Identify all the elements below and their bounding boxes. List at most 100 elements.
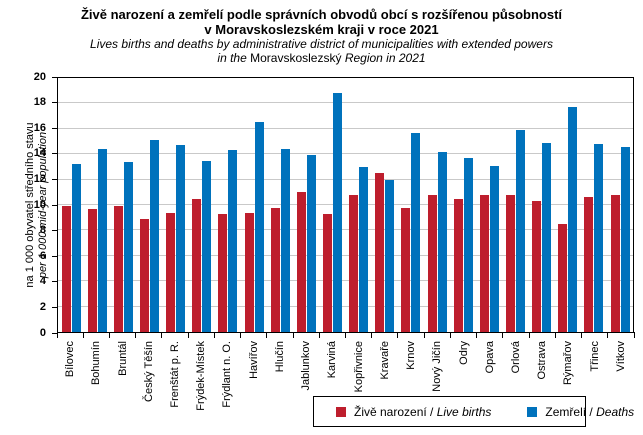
bar-group xyxy=(84,78,110,332)
x-axis-tick-mark xyxy=(397,332,399,338)
bar-deaths xyxy=(306,155,316,332)
bar-group xyxy=(319,78,345,332)
y-axis-tick-label: 4 xyxy=(39,275,46,288)
x-axis-tick-mark xyxy=(449,332,451,338)
x-axis-label: Kopřivnice xyxy=(352,341,365,393)
bar-live_births xyxy=(610,194,620,332)
x-axis-tick-mark xyxy=(161,332,163,338)
x-axis-label: Karviná xyxy=(326,341,339,379)
bar-group xyxy=(58,78,84,332)
y-axis-tick-label: 16 xyxy=(33,121,46,134)
x-axis-tick-mark xyxy=(240,332,242,338)
bar-deaths xyxy=(123,161,133,332)
legend-label-live-births: Živě narození / Live births xyxy=(354,405,491,419)
y-axis-tick-label: 8 xyxy=(39,224,46,237)
bar-deaths xyxy=(280,149,290,332)
bar-deaths xyxy=(176,145,186,332)
bar-deaths xyxy=(332,93,342,332)
y-axis-tick-mark xyxy=(52,153,57,155)
x-axis-label: Rýmařov xyxy=(562,341,575,386)
y-axis-tick-mark xyxy=(52,306,57,308)
bar-deaths xyxy=(620,146,630,332)
y-axis-tick-mark xyxy=(52,76,57,78)
bar-live_births xyxy=(505,194,515,332)
x-axis-tick-mark xyxy=(607,332,609,338)
bar-deaths xyxy=(71,164,81,332)
y-axis-tick-mark xyxy=(52,127,57,129)
bar-deaths xyxy=(568,107,578,332)
x-axis-tick-mark xyxy=(213,332,215,338)
bar-live_births xyxy=(192,198,202,332)
bar-live_births xyxy=(270,207,280,332)
bar-live_births xyxy=(375,173,385,332)
legend-separator: / xyxy=(426,404,437,419)
bar-group xyxy=(476,78,502,332)
legend-label-deaths: Zemřelí / Deaths xyxy=(545,405,634,419)
bar-group xyxy=(189,78,215,332)
x-axis-tick-mark xyxy=(633,332,635,338)
x-axis-label: Havířov xyxy=(247,341,260,379)
x-axis-tick-mark xyxy=(423,332,425,338)
gridline xyxy=(58,280,633,282)
bar-live_births xyxy=(479,194,489,332)
bar-live_births xyxy=(218,213,228,332)
x-axis-label: Nový Jičín xyxy=(431,341,444,392)
gridline xyxy=(58,254,633,256)
bar-deaths xyxy=(437,151,447,332)
bar-deaths xyxy=(202,160,212,332)
x-axis-label: Bruntál xyxy=(116,341,129,376)
chart-title: Živě narození a zemřelí podle správních … xyxy=(0,7,643,65)
bar-deaths xyxy=(359,166,369,332)
y-axis-tick-label: 2 xyxy=(39,300,46,313)
bar-group xyxy=(502,78,528,332)
y-axis-tick-label: 6 xyxy=(39,249,46,262)
y-axis-tick-label: 12 xyxy=(33,172,46,185)
subtitle-suffix: Region in 2021 xyxy=(341,51,426,65)
bar-deaths xyxy=(411,132,421,332)
x-axis-label: Frýdek-Místek xyxy=(195,341,208,411)
bar-group xyxy=(241,78,267,332)
plot-area xyxy=(57,77,634,333)
y-axis-tick-mark xyxy=(52,102,57,104)
x-axis-tick-mark xyxy=(318,332,320,338)
bar-deaths xyxy=(463,158,473,332)
bar-group xyxy=(555,78,581,332)
x-axis-label-cell: Frýdlant n. O. xyxy=(214,341,240,408)
bar-group xyxy=(607,78,633,332)
bar-live_births xyxy=(584,197,594,332)
x-axis-label: Hlučín xyxy=(273,341,286,373)
x-axis-tick-mark xyxy=(528,332,530,338)
y-axis: 0 2 4 6 8 10 12 14 16 18 20 xyxy=(0,71,57,339)
x-axis-tick-mark xyxy=(82,332,84,338)
subtitle-line-en-2: in the Moravskoslezský Region in 2021 xyxy=(0,51,643,65)
bar-group xyxy=(346,78,372,332)
bar-deaths xyxy=(254,122,264,332)
bar-live_births xyxy=(113,206,123,332)
y-axis-tick-mark xyxy=(52,255,57,257)
legend-deaths-en: Deaths xyxy=(596,404,635,419)
x-axis-label: Opava xyxy=(483,341,496,374)
bar-deaths xyxy=(515,130,525,332)
x-axis-label-cell: Český Těšín xyxy=(136,341,162,405)
gridline xyxy=(58,178,633,180)
x-axis-label-cell: Frenštát p. R. xyxy=(162,341,188,408)
x-axis-label: Bílovec xyxy=(64,341,77,378)
bar-live_births xyxy=(166,212,176,332)
x-axis-tick-mark xyxy=(554,332,556,338)
legend-births-cs: Živě narození xyxy=(354,404,427,419)
y-axis-tick-label: 0 xyxy=(39,326,46,339)
bar-group xyxy=(215,78,241,332)
bar-live_births xyxy=(87,208,97,332)
x-axis-tick-mark xyxy=(56,332,58,338)
legend: Živě narození / Live births Zemřelí / De… xyxy=(313,396,634,427)
legend-item-live-births: Živě narození / Live births xyxy=(336,405,491,419)
gridline xyxy=(58,153,633,155)
subtitle-line-en-1: Lives births and deaths by administrativ… xyxy=(90,37,553,51)
y-axis-tick-mark xyxy=(52,178,57,180)
y-axis-tick-mark xyxy=(52,230,57,232)
bar-live_births xyxy=(532,201,542,332)
bar-group xyxy=(293,78,319,332)
x-axis-label-cell: Havířov xyxy=(241,341,267,405)
bar-deaths xyxy=(489,165,499,332)
subtitle-prefix: in the xyxy=(217,51,251,65)
